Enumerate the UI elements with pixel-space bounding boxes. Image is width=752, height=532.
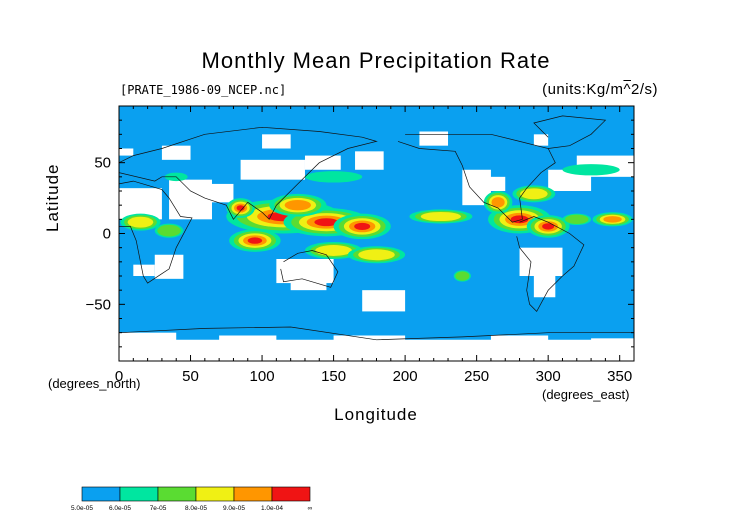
rain-cell [542,223,555,230]
colorbar-label: 5.0e-05 [71,505,93,512]
x-tick-label: 50 [182,368,199,385]
coastlines [118,115,634,341]
dataset-filename: [PRATE_1986-09_NCEP.nc] [120,83,287,97]
y-axis-units: (degrees_north) [48,376,141,391]
no-data-block [333,335,406,347]
coastline [516,216,585,312]
y-tick-label: −50 [86,296,111,313]
coastline [533,115,607,149]
no-data-block [219,335,277,347]
no-data-block [591,338,634,347]
rain-cell [284,199,311,211]
colorbar-box [157,486,197,502]
rain-cell [157,224,181,237]
coastline [397,133,556,223]
rain-cell [247,237,263,244]
colorbar-box [233,486,273,502]
coastline [118,126,378,220]
no-data-block [483,176,506,191]
no-data-block [419,131,449,146]
x-tick-label: 250 [464,368,489,385]
no-data-block [533,134,549,146]
x-axis-label: Longitude [334,405,418,424]
no-data-block [133,264,155,276]
rain-cell [491,197,505,208]
colorbar-box [81,486,121,502]
no-data-block [355,151,384,170]
colorbar-label: 8.0e-05 [185,505,207,512]
colorbar-label: 1.0e-04 [261,505,283,512]
rain-cell [127,216,154,228]
y-tick-label: 0 [103,226,111,243]
coastline [118,180,193,284]
coastline [118,326,634,341]
no-data-block [119,148,134,156]
colorbar-box [195,486,235,502]
coastline [280,250,339,288]
x-axis-units: (degrees_east) [542,387,630,402]
x-tick-label: 300 [536,368,561,385]
no-data-block [304,155,341,170]
rain-cell [304,171,363,183]
rain-cell [315,245,352,256]
rain-cell [603,216,622,223]
no-data-block [362,290,406,312]
rain-cell [562,164,620,176]
chart-title: Monthly Mean Precipitation Rate [201,48,551,73]
no-data-block [262,134,291,149]
rain-cell [565,214,589,224]
colorbar-box [271,486,311,502]
x-tick-label: 150 [321,368,346,385]
no-data-block [204,183,234,203]
no-data-block [490,335,549,344]
colorbar-box [119,486,159,502]
axis-ticks: 0 50 100 150 200 250 300 350 50 0 −50 [86,106,634,385]
y-tick-label: 50 [94,155,111,172]
colorbar-label: ∞ [308,505,313,512]
y-axis-label: Latitude [43,163,62,233]
no-data-block [240,159,305,180]
x-tick-label: 0 [115,368,123,385]
x-tick-label: 350 [607,368,632,385]
no-data-block [161,145,191,160]
rain-cell [455,271,470,281]
rain-cell [420,211,462,222]
rain-cell [358,249,395,261]
no-data-block [519,247,563,276]
units-label: (units:Kg/m^2/s) [542,81,658,98]
no-data-block [533,276,556,298]
colorbar-label: 9.0e-05 [223,505,245,512]
x-tick-label: 100 [250,368,275,385]
rain-cell [354,222,371,230]
colorbar-label: 6.0e-05 [109,505,131,512]
rain-cell [314,218,339,227]
no-data-block [119,332,177,344]
rain-cell [520,188,548,200]
x-tick-label: 200 [393,368,418,385]
colorbar-label: 7e-05 [150,505,167,512]
rain-cell [236,205,245,211]
